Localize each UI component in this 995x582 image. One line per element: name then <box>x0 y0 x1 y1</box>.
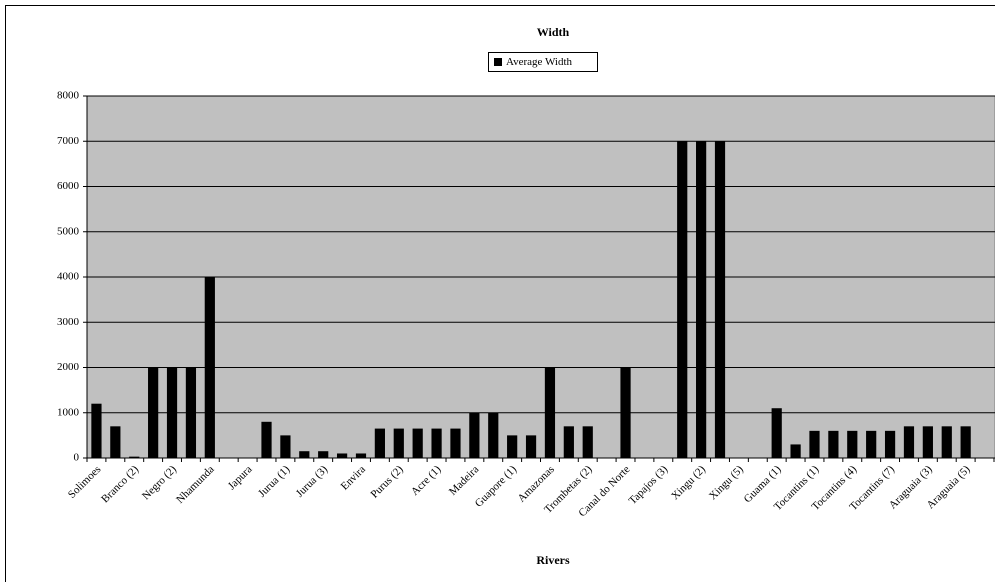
x-axis-title: Rivers <box>536 553 570 567</box>
y-tick-label: 1000 <box>57 406 80 418</box>
bar <box>488 412 499 458</box>
y-tick-label: 0 <box>74 452 80 464</box>
bar <box>280 435 291 458</box>
bar <box>544 367 556 458</box>
bar <box>922 426 933 458</box>
bar <box>393 428 404 458</box>
bar <box>355 453 367 458</box>
y-tick-label: 5000 <box>57 225 80 237</box>
bar <box>91 403 102 458</box>
bar <box>450 428 461 458</box>
bar <box>469 412 480 458</box>
bar <box>941 426 952 458</box>
bar <box>866 430 877 458</box>
bar <box>620 367 631 458</box>
bar <box>318 451 329 458</box>
bar <box>185 367 197 458</box>
bar <box>431 428 442 458</box>
bar <box>204 277 215 458</box>
bar <box>809 430 820 458</box>
bar <box>771 408 782 458</box>
bar <box>166 367 178 458</box>
y-tick-label: 3000 <box>57 316 80 328</box>
bar <box>790 444 801 458</box>
bar <box>374 428 385 458</box>
bar <box>582 426 593 458</box>
bar <box>148 367 159 458</box>
bar <box>696 141 707 458</box>
bar <box>828 430 839 458</box>
y-tick-label: 8000 <box>57 90 80 102</box>
bar <box>110 426 121 458</box>
y-tick-label: 2000 <box>57 361 80 373</box>
legend-box <box>488 52 598 72</box>
bar <box>299 451 310 458</box>
bar <box>412 428 423 458</box>
bar <box>847 430 858 458</box>
bar <box>507 435 518 458</box>
y-tick-label: 7000 <box>57 135 80 147</box>
bar <box>525 435 537 458</box>
chart-title: Width <box>537 25 570 39</box>
y-tick-label: 6000 <box>57 180 80 192</box>
bar <box>884 430 896 458</box>
bar <box>129 456 140 458</box>
legend-label: Average Width <box>506 56 573 68</box>
y-tick-label: 4000 <box>57 271 80 283</box>
bar <box>677 141 688 458</box>
bar <box>903 426 915 458</box>
bar <box>714 141 726 458</box>
bar <box>336 453 348 458</box>
bar <box>261 421 272 458</box>
legend-swatch <box>494 58 502 66</box>
bar <box>960 426 971 458</box>
bar <box>563 426 574 458</box>
